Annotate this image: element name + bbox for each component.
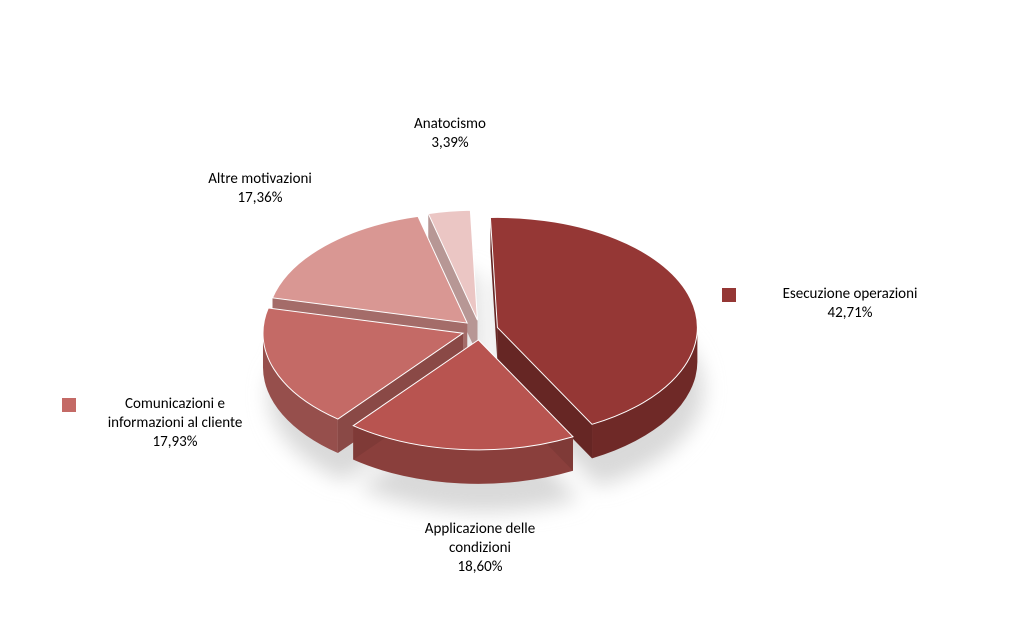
legend-swatch xyxy=(62,398,76,412)
legend-swatch xyxy=(722,288,736,302)
slice-label: Applicazione delle condizioni 18,60% xyxy=(370,520,590,576)
slice-label: Anatocismo 3,39% xyxy=(370,115,530,153)
slice-label: Altre motivazioni 17,36% xyxy=(160,170,360,208)
pie-chart-container: Esecuzione operazioni 42,71% Applicazione… xyxy=(0,0,1024,621)
slice-label: Esecuzione operazioni 42,71% xyxy=(740,285,960,323)
slice-label: Comunicazioni e informazioni al cliente … xyxy=(60,395,290,451)
